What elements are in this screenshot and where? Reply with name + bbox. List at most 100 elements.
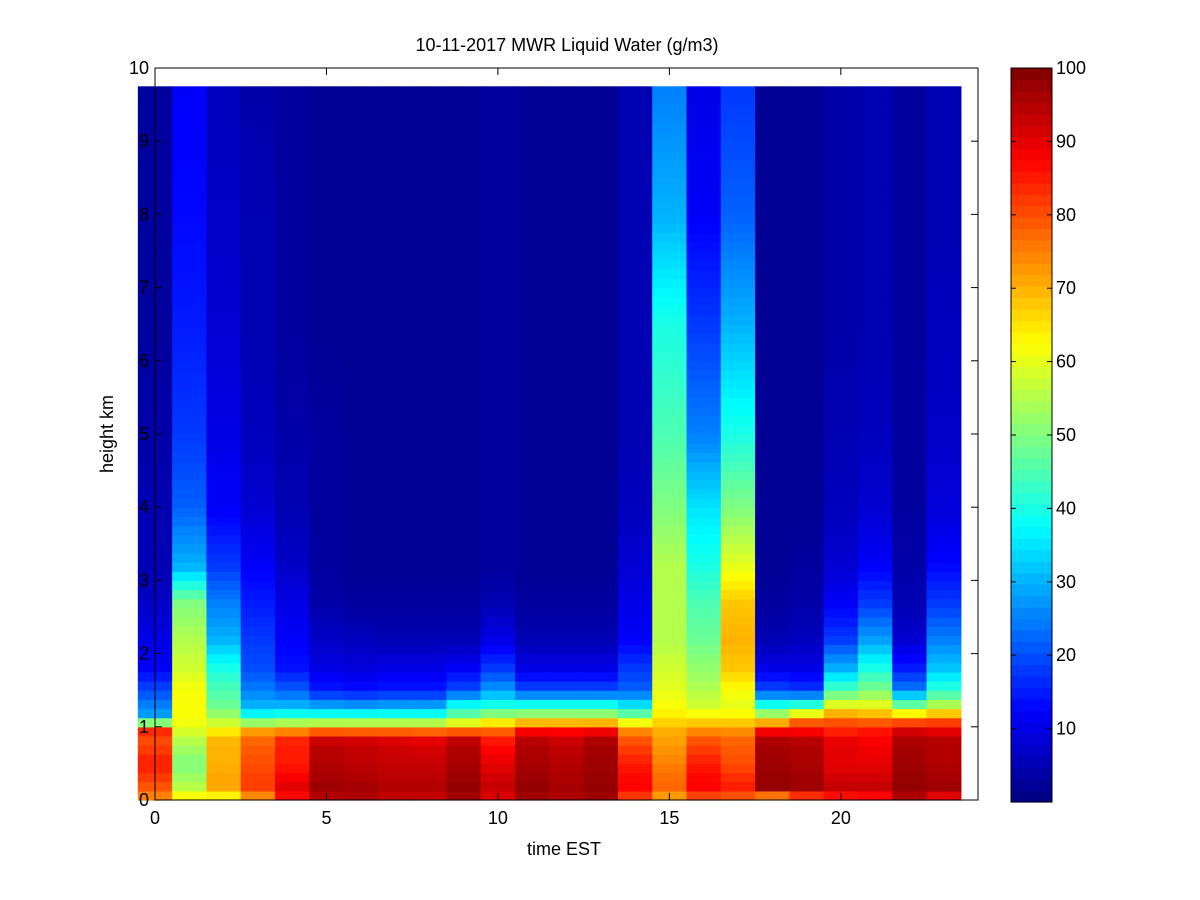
heatmap-cell	[446, 617, 482, 627]
heatmap-cell	[617, 351, 653, 362]
heatmap-cell	[275, 241, 310, 252]
heatmap-cell	[720, 434, 756, 444]
heatmap-cell	[446, 95, 482, 106]
heatmap-cell	[343, 607, 379, 618]
heatmap-cell	[686, 95, 722, 106]
heatmap-cell	[686, 717, 722, 728]
heatmap-cell	[823, 617, 859, 627]
heatmap-cell	[309, 397, 345, 408]
colorbar-segment	[1011, 90, 1052, 104]
heatmap-cell	[206, 443, 242, 453]
heatmap-cell	[309, 525, 345, 536]
heatmap-cell	[240, 671, 276, 682]
heatmap-cell	[549, 260, 585, 270]
heatmap-cell	[446, 598, 482, 609]
heatmap-cell	[480, 369, 516, 380]
heatmap-cell	[480, 479, 516, 490]
heatmap-cell	[926, 406, 962, 417]
heatmap-cell	[617, 781, 653, 792]
heatmap-cell	[309, 159, 345, 170]
heatmap-cell	[652, 113, 688, 124]
heatmap-cell	[583, 214, 619, 225]
heatmap-cell	[172, 598, 208, 609]
heatmap-cell	[720, 534, 756, 545]
heatmap-cell	[240, 726, 276, 737]
heatmap-cell	[172, 122, 208, 133]
heatmap-cell	[789, 104, 825, 115]
heatmap-cell	[926, 772, 962, 783]
heatmap-cell	[515, 699, 550, 710]
heatmap-cell	[652, 635, 688, 646]
heatmap-cell	[206, 534, 242, 545]
heatmap-cell	[446, 406, 482, 417]
heatmap-cell	[789, 745, 825, 755]
heatmap-cell	[343, 95, 379, 106]
heatmap-cell	[480, 699, 516, 710]
heatmap-cell	[789, 168, 825, 179]
heatmap-cell	[892, 571, 928, 581]
heatmap-cell	[309, 232, 345, 243]
heatmap-cell	[206, 369, 242, 380]
heatmap-cell	[275, 196, 310, 206]
heatmap-cell	[172, 580, 208, 591]
heatmap-cell	[583, 415, 619, 426]
heatmap-cell	[515, 772, 550, 783]
heatmap-cell	[755, 717, 790, 728]
heatmap-cell	[480, 86, 516, 97]
colorbar-segment	[1011, 113, 1052, 126]
heatmap-cell	[172, 86, 208, 97]
heatmap-cell	[549, 168, 585, 179]
heatmap-cell	[926, 415, 962, 426]
heatmap-cell	[755, 333, 790, 344]
heatmap-cell	[240, 260, 276, 270]
heatmap-cell	[617, 388, 653, 398]
heatmap-cell	[857, 488, 893, 499]
heatmap-cell	[617, 644, 653, 655]
heatmap-cell	[206, 516, 242, 527]
heatmap-cell	[652, 443, 688, 453]
heatmap-cell	[549, 269, 585, 280]
heatmap-cell	[275, 461, 310, 472]
heatmap-cell	[343, 369, 379, 380]
heatmap-cell	[275, 415, 310, 426]
heatmap-cell	[275, 296, 310, 307]
heatmap-cell	[275, 699, 310, 710]
heatmap-cell	[206, 461, 242, 472]
heatmap-cell	[172, 150, 208, 161]
heatmap-cell	[377, 369, 413, 380]
heatmap-cell	[206, 260, 242, 270]
heatmap-cell	[755, 525, 790, 536]
heatmap-cell	[412, 434, 448, 444]
heatmap-cell	[755, 369, 790, 380]
heatmap-cell	[549, 516, 585, 527]
heatmap-cell	[720, 305, 756, 316]
heatmap-cell	[583, 122, 619, 133]
heatmap-cell	[377, 360, 413, 371]
heatmap-cell	[377, 626, 413, 636]
heatmap-cell	[686, 397, 722, 408]
colorbar-tick-label: 80	[1056, 205, 1076, 225]
heatmap-cell	[686, 251, 722, 261]
heatmap-cell	[823, 159, 859, 170]
heatmap-cell	[686, 681, 722, 691]
heatmap-cell	[515, 580, 550, 591]
heatmap-cell	[583, 196, 619, 206]
heatmap-cell	[275, 177, 310, 188]
heatmap-cell	[617, 717, 653, 728]
heatmap-cell	[617, 498, 653, 508]
heatmap-cell	[549, 296, 585, 307]
heatmap-cell	[652, 351, 688, 362]
heatmap-cell	[789, 351, 825, 362]
heatmap-cell	[686, 598, 722, 609]
heatmap-cell	[240, 415, 276, 426]
heatmap-cell	[549, 543, 585, 554]
heatmap-cell	[309, 626, 345, 636]
y-tick-label: 0	[139, 790, 149, 810]
heatmap-cell	[857, 369, 893, 380]
heatmap-cell	[446, 241, 482, 252]
heatmap-cell	[892, 159, 928, 170]
heatmap-cell	[823, 397, 859, 408]
heatmap-cell	[892, 498, 928, 508]
heatmap-cell	[515, 278, 550, 289]
heatmap-cell	[412, 617, 448, 627]
